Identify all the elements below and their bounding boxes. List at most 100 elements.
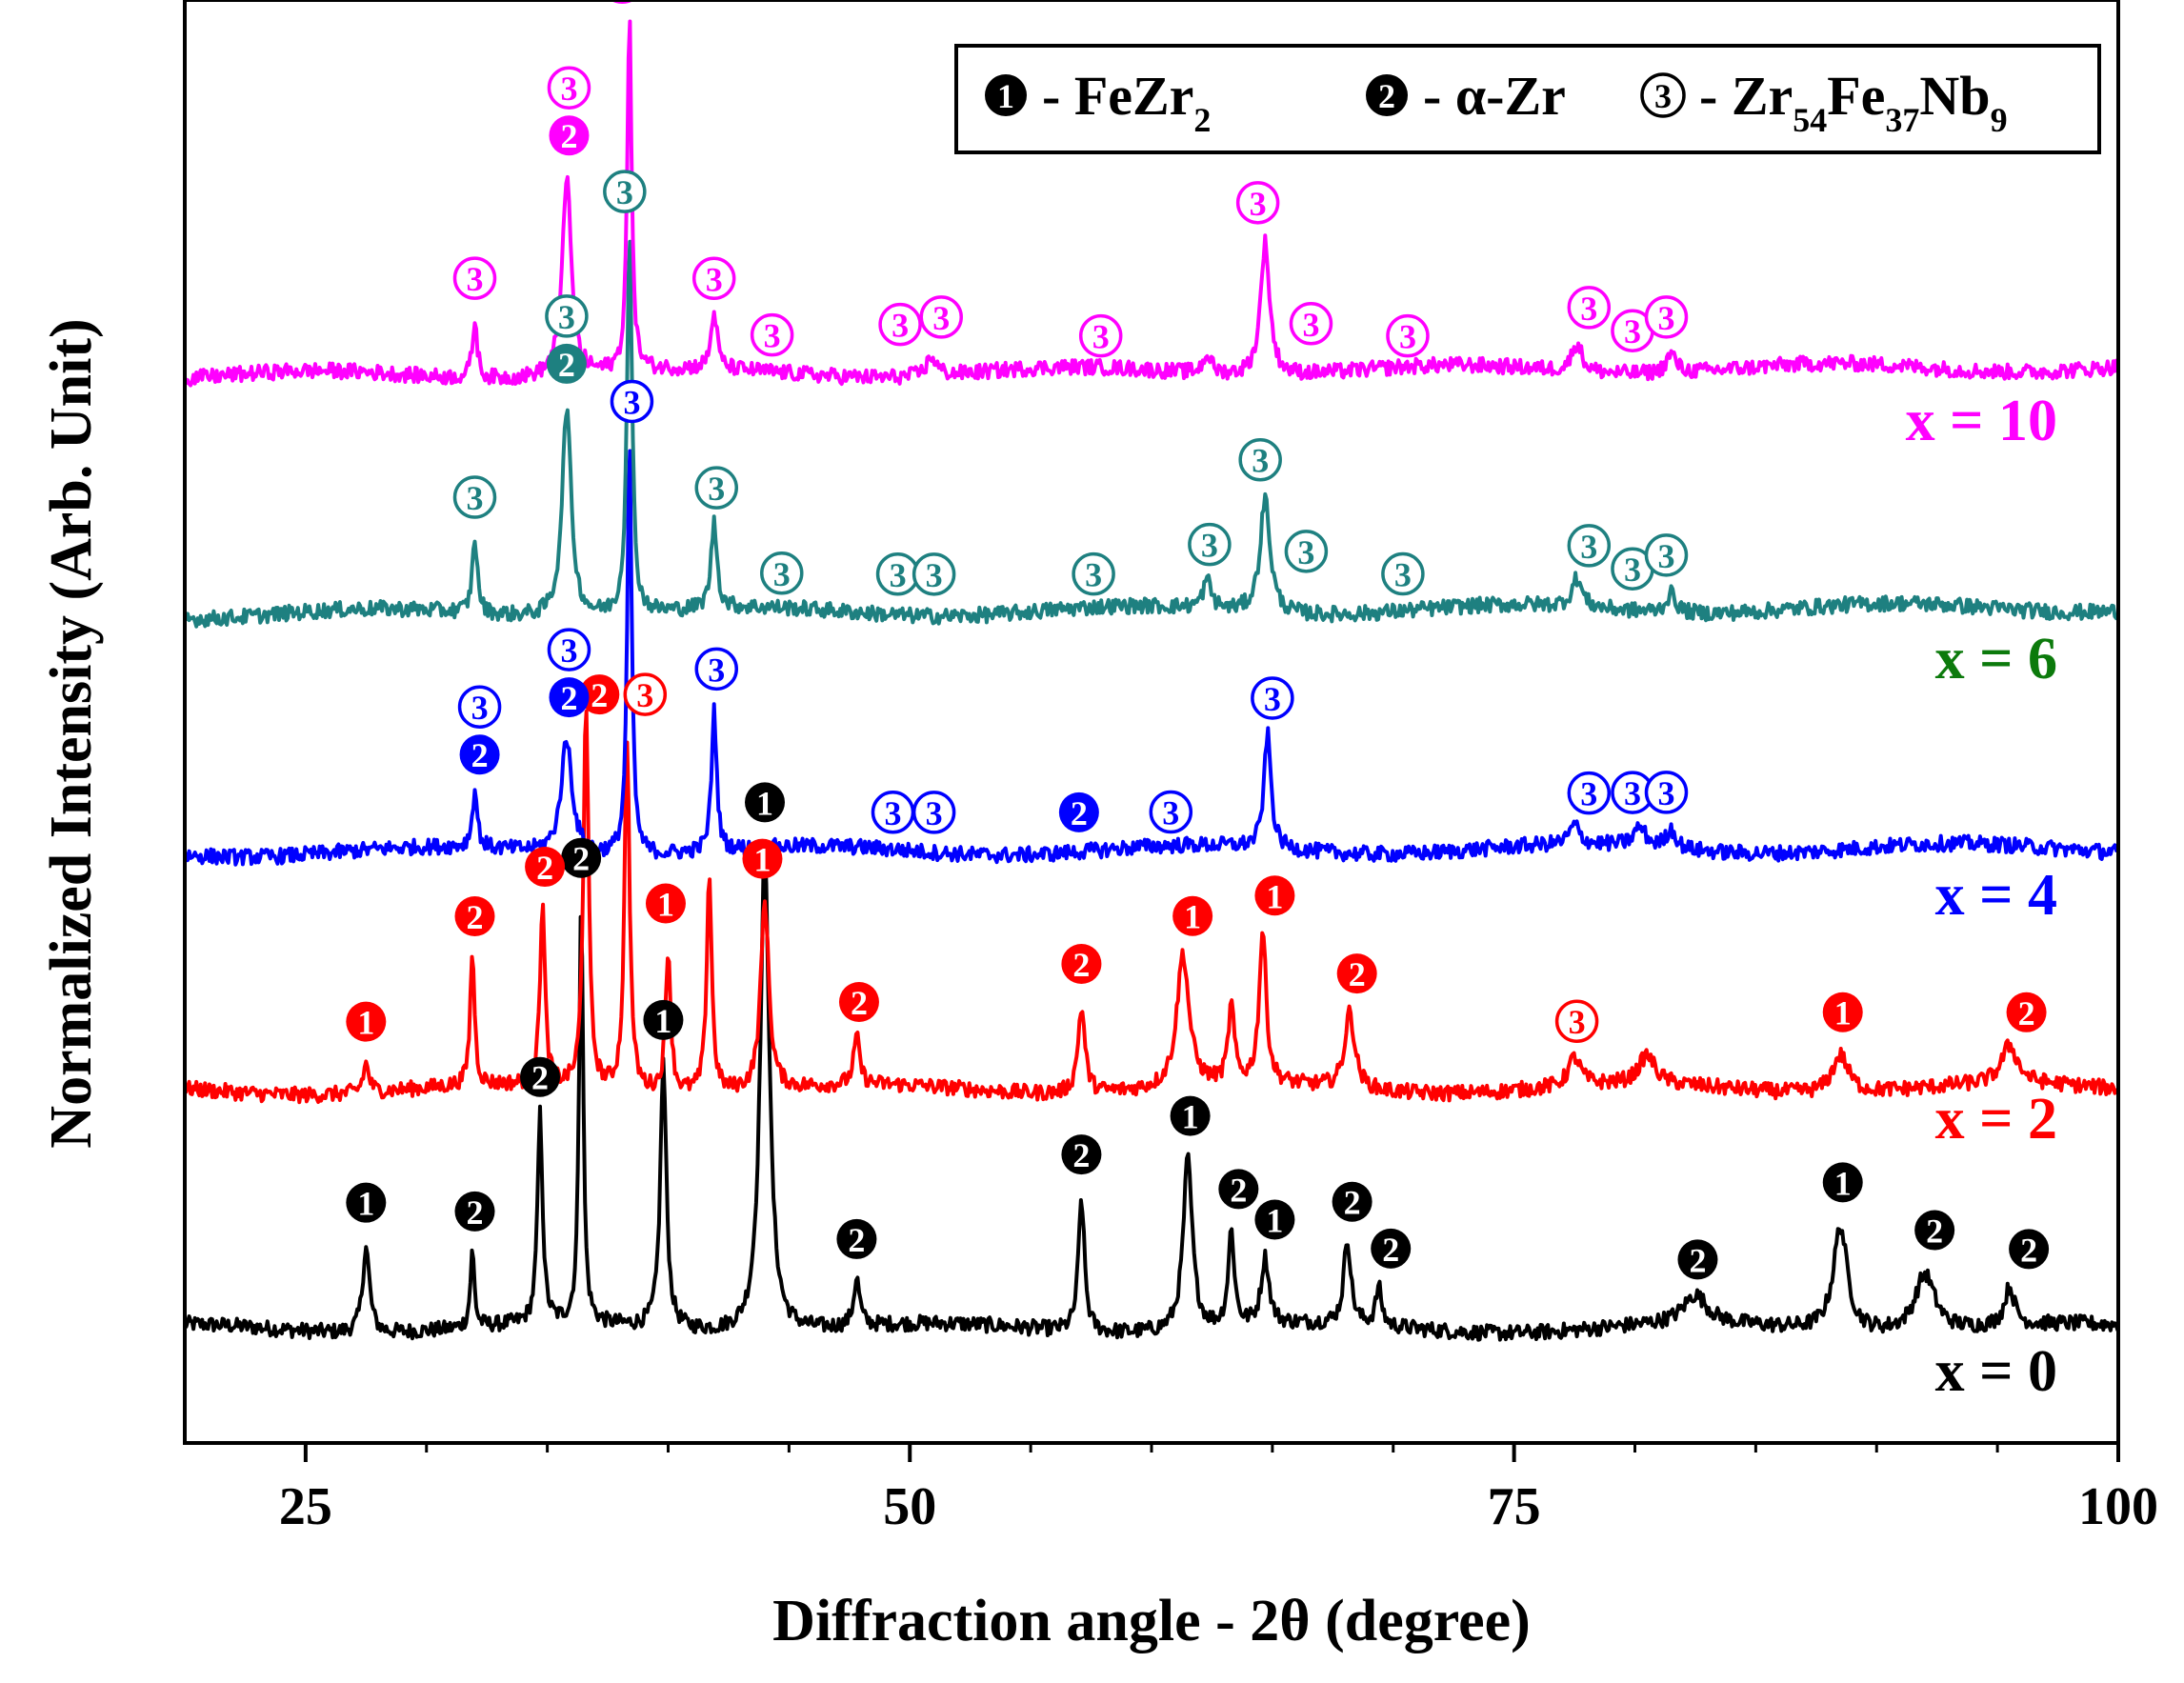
- series-line: [183, 239, 2119, 629]
- svg-text:2: 2: [1349, 955, 1366, 993]
- legend-marker-icon: [985, 74, 1027, 116]
- peak-marker-phase-3: 3: [1072, 551, 1115, 596]
- peak-marker-phase-3: 3: [1554, 999, 1599, 1043]
- peak-marker-phase-2: 2: [520, 1056, 561, 1097]
- svg-text:2: 2: [1071, 794, 1088, 832]
- peak-marker-phase-3: 3: [1644, 295, 1689, 339]
- peak-marker-phase-2: 2: [1914, 1210, 1955, 1251]
- svg-text:3: 3: [560, 631, 577, 670]
- peak-marker-phase-3: 3: [1149, 790, 1193, 834]
- svg-text:2: 2: [591, 676, 608, 714]
- svg-text:3: 3: [884, 794, 901, 832]
- peak-marker-phase-3: 3: [1567, 771, 1612, 815]
- svg-text:3: 3: [1580, 528, 1597, 566]
- peak-marker-phase-2: 2: [561, 837, 602, 878]
- peak-marker-phase-1: 1: [346, 1182, 387, 1223]
- peak-marker-phase-3: 3: [878, 302, 922, 347]
- peak-marker-phase-3: 3: [691, 256, 736, 301]
- peak-marker-phase-3: 3: [1386, 313, 1430, 358]
- legend-entry-phase-2: 2 - α-Zr: [1366, 65, 1566, 127]
- plot-area: [183, 19, 2120, 1342]
- legend-label: - α-Zr: [1423, 65, 1566, 127]
- svg-text:3: 3: [708, 470, 725, 508]
- peak-marker-phase-3: 3: [1284, 530, 1329, 573]
- peak-marker-phase-1: 1: [742, 838, 783, 879]
- svg-text:3: 3: [467, 479, 484, 517]
- svg-text:3: 3: [616, 173, 633, 211]
- peak-marker-phase-2: 2: [836, 1218, 877, 1259]
- legend-label: - FeZr2: [1042, 65, 1211, 139]
- svg-text:3: 3: [764, 317, 781, 355]
- svg-text:2: 2: [1072, 1136, 1090, 1174]
- series-label: x = 4: [1935, 863, 2057, 928]
- svg-text:3: 3: [558, 298, 575, 336]
- peak-marker-phase-3: 3: [452, 256, 497, 300]
- svg-text:3: 3: [467, 260, 484, 298]
- peak-marker-phase-3: 3: [875, 552, 920, 596]
- series-label: x = 2: [1935, 1087, 2057, 1152]
- svg-text:3: 3: [926, 794, 943, 832]
- svg-text:1: 1: [1184, 898, 1201, 936]
- peak-marker-phase-3: 3: [1644, 533, 1689, 577]
- svg-text:3: 3: [1201, 527, 1218, 565]
- peak-marker-phase-1: 1: [1822, 992, 1863, 1032]
- svg-text:3: 3: [1580, 290, 1597, 328]
- svg-text:3: 3: [1654, 77, 1672, 115]
- peak-marker-phase-1: 1: [745, 782, 785, 823]
- svg-text:1: 1: [756, 784, 773, 822]
- svg-text:1: 1: [357, 1004, 374, 1042]
- peak-marker-phase-1: 1: [643, 999, 684, 1040]
- peak-marker-phase-3: 3: [750, 312, 794, 357]
- peak-marker-phase-2: 2: [2006, 992, 2047, 1032]
- peak-marker-phase-3: 3: [760, 551, 804, 595]
- series-line: [183, 709, 2119, 1105]
- legend-label: - Zr54Fe37Nb9: [1699, 65, 2008, 139]
- svg-text:1: 1: [997, 77, 1014, 115]
- peak-marker-phase-3: 3: [871, 791, 915, 834]
- svg-text:2: 2: [536, 849, 553, 887]
- svg-text:3: 3: [1085, 556, 1102, 594]
- peak-marker-phase-1: 1: [645, 883, 686, 924]
- svg-text:3: 3: [1624, 312, 1641, 351]
- peak-marker-phase-2: 2: [579, 674, 620, 715]
- svg-text:2: 2: [1344, 1184, 1361, 1222]
- peak-marker-phase-3: 3: [603, 170, 647, 213]
- peak-marker-phase-2: 2: [1677, 1239, 1718, 1280]
- peak-marker-phase-3: 3: [919, 295, 963, 339]
- series-line: [183, 449, 2120, 867]
- peak-marker-phase-1: 1: [1170, 1095, 1211, 1136]
- svg-text:3: 3: [1394, 556, 1412, 594]
- svg-text:2: 2: [2020, 1231, 2037, 1269]
- svg-text:2: 2: [1926, 1212, 1943, 1251]
- peak-marker-phase-3: 3: [1078, 313, 1123, 358]
- svg-text:3: 3: [1399, 318, 1416, 356]
- legend-box: [954, 44, 2101, 154]
- svg-text:3: 3: [1162, 794, 1179, 832]
- peak-marker-phase-3: 3: [1235, 181, 1280, 225]
- peak-marker-phase-3: 3: [1188, 522, 1232, 567]
- peak-marker-phase-3: 3: [547, 628, 591, 671]
- peak-marker-phase-2: 2: [1061, 943, 1102, 984]
- series-line: [183, 840, 2120, 1342]
- peak-marker-phase-3: 3: [452, 475, 497, 519]
- peak-marker-phase-2: 2: [549, 115, 590, 156]
- svg-text:3: 3: [1624, 551, 1641, 589]
- x-axis: 25 50 75 100: [279, 1443, 2158, 1536]
- peak-marker-phase-1: 1: [1254, 1199, 1295, 1240]
- peak-marker-phase-2: 2: [1218, 1169, 1259, 1210]
- svg-text:3: 3: [1657, 299, 1674, 337]
- series-labels: x = 0 x = 2 x = 4 x = 6 x = 10: [1906, 389, 2057, 1404]
- svg-text:2: 2: [1072, 946, 1090, 984]
- svg-text:3: 3: [773, 555, 791, 593]
- svg-text:1: 1: [357, 1185, 374, 1223]
- svg-text:1: 1: [1834, 994, 1852, 1032]
- legend-marker-icon: [1366, 74, 1408, 116]
- svg-text:3: 3: [706, 260, 723, 298]
- svg-text:3: 3: [1624, 774, 1641, 812]
- series-label: x = 6: [1935, 627, 2057, 691]
- series-line: [183, 19, 2120, 388]
- svg-text:2: 2: [471, 736, 489, 774]
- peak-marker-phase-3: 3: [1567, 524, 1612, 568]
- peak-marker-phase-2: 2: [546, 343, 587, 384]
